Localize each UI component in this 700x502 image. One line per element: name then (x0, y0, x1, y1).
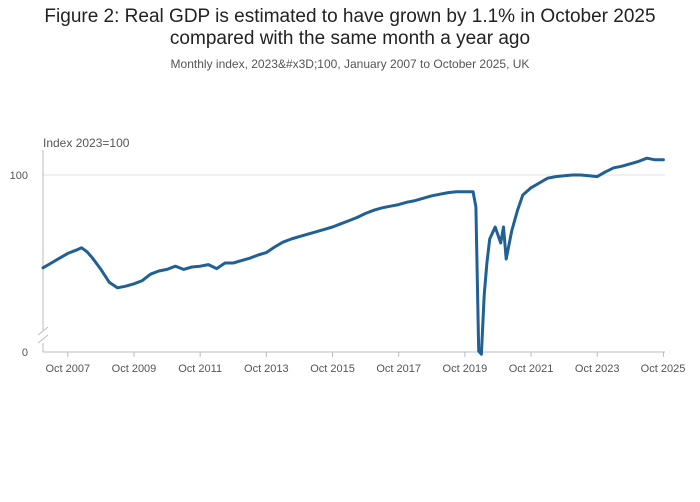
x-tick-label: Oct 2011 (178, 363, 222, 375)
x-tick-label: Oct 2007 (45, 363, 90, 375)
x-tick-label: Oct 2025 (641, 363, 686, 375)
axis-break-mark (37, 334, 49, 344)
x-tick-label: Oct 2019 (443, 363, 488, 375)
x-tick-label: Oct 2017 (376, 363, 421, 375)
axis-break-mark (37, 326, 49, 336)
chart-title: Figure 2: Real GDP is estimated to have … (0, 6, 700, 50)
x-tick-label: Oct 2009 (112, 363, 157, 375)
chart-subtitle: Monthly index, 2023&#x3D;100, January 20… (170, 57, 530, 71)
y-axis-title: Index 2023=100 (43, 136, 130, 150)
chart-title-line-2: compared with the same month a year ago (169, 28, 531, 49)
tick-labels: 0 100 Oct 2007 Oct 2009 Oct 2011 Oct 2013 Oct … (10, 170, 686, 375)
x-tick-label: Oct 2023 (575, 363, 620, 375)
y-tick-label: 100 (10, 170, 28, 182)
chart-title-line-1: Figure 2: Real GDP is estimated to have … (44, 6, 656, 27)
x-tick-label: Oct 2013 (244, 363, 289, 375)
series-layer (41, 156, 665, 356)
x-tick-label: Oct 2015 (310, 363, 355, 375)
x-tick-label: Oct 2021 (509, 363, 554, 375)
series-line-0 (41, 156, 665, 356)
y-tick-label: 0 (22, 347, 28, 359)
axes (37, 150, 665, 357)
